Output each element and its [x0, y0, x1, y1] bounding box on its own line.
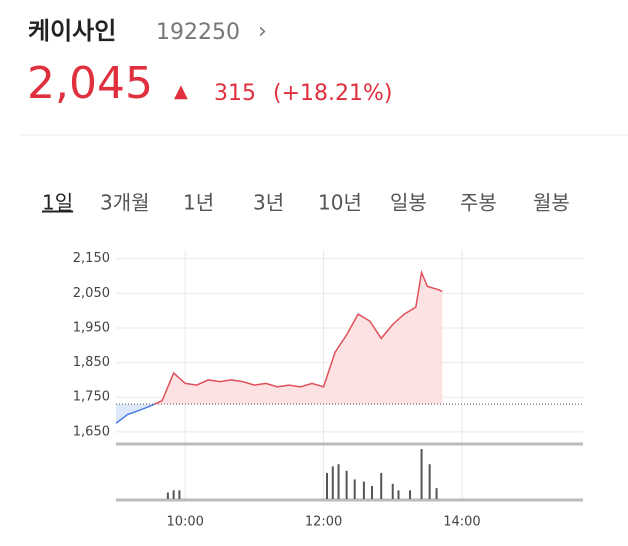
detail-arrow[interactable]: › — [258, 19, 267, 44]
tab[interactable]: 주봉 — [460, 191, 497, 215]
tab[interactable]: 3년 — [253, 191, 284, 215]
change: 315 — [214, 81, 256, 106]
stock-code: 192250 — [156, 20, 240, 45]
stock-name: 케이사인 — [28, 17, 116, 45]
tab[interactable]: 10년 — [318, 191, 362, 215]
tabs: 1일 3개월 1년 3년 10년 일봉 주봉 월봉 — [42, 191, 570, 215]
tab[interactable]: 1일 — [42, 191, 73, 215]
y-tick-label: 1,850 — [73, 355, 110, 370]
area — [154, 272, 443, 405]
price-line — [152, 269, 443, 405]
y-tick-label: 1,750 — [73, 390, 110, 405]
change-arrow: ▲ — [174, 81, 188, 102]
tab[interactable]: 일봉 — [390, 191, 427, 215]
y-tick-label: 2,150 — [73, 251, 110, 266]
plot: 1,650 1,750 1,850 1,950 2,050 2,150 10:00 12:00… — [73, 250, 583, 530]
tab[interactable]: 월봉 — [533, 191, 570, 215]
x-tick-label: 10:00 — [166, 515, 203, 530]
y-tick-label: 2,050 — [73, 286, 110, 301]
price: 2,045 — [27, 58, 153, 109]
y-tick-label: 1,950 — [73, 320, 110, 335]
y-tick-label: 1,650 — [73, 424, 110, 439]
tab[interactable]: 1년 — [183, 191, 214, 215]
tab[interactable]: 3개월 — [100, 191, 150, 215]
x-tick-label: 12:00 — [305, 515, 342, 530]
change-pct: (+18.21%) — [273, 81, 393, 106]
x-tick-label: 14:00 — [443, 515, 480, 530]
